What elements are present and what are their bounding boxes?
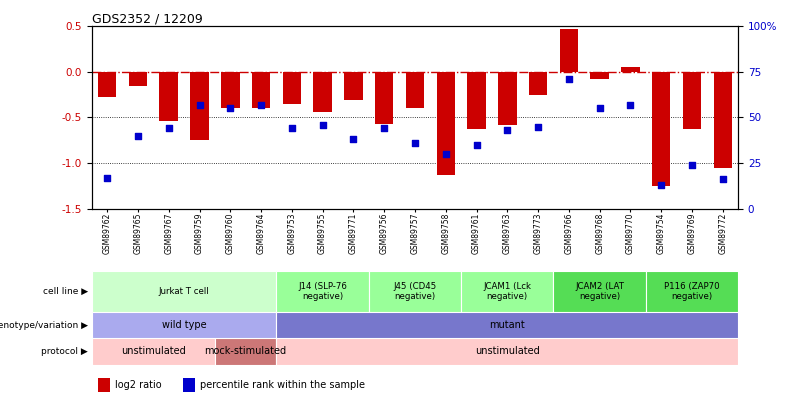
Bar	[276, 312, 738, 338]
Point	[470, 142, 483, 148]
Text: log2 ratio: log2 ratio	[115, 380, 162, 390]
Point	[162, 125, 175, 132]
Point	[563, 76, 575, 83]
Bar	[405, 72, 425, 108]
Bar	[461, 271, 554, 312]
Text: JCAM2 (LAT
negative): JCAM2 (LAT negative)	[575, 282, 624, 301]
Point	[193, 101, 206, 108]
Point	[624, 101, 637, 108]
Bar	[683, 72, 701, 129]
Bar	[554, 271, 646, 312]
Point	[717, 176, 729, 183]
Text: Jurkat T cell: Jurkat T cell	[159, 287, 209, 296]
Text: J14 (SLP-76
negative): J14 (SLP-76 negative)	[298, 282, 347, 301]
Bar	[652, 72, 670, 186]
Bar	[559, 29, 578, 72]
Point	[685, 162, 698, 168]
Bar	[369, 271, 461, 312]
Text: unstimulated: unstimulated	[121, 346, 186, 356]
Text: P116 (ZAP70
negative): P116 (ZAP70 negative)	[664, 282, 720, 301]
Bar	[92, 271, 276, 312]
Point	[655, 181, 668, 188]
Bar	[375, 72, 393, 124]
Bar	[498, 72, 516, 125]
Text: mock-stimulated: mock-stimulated	[204, 346, 286, 356]
Text: wild type: wild type	[162, 320, 207, 330]
Point	[255, 101, 267, 108]
Bar	[276, 338, 738, 365]
Text: cell line ▶: cell line ▶	[42, 287, 88, 296]
Bar	[98, 72, 117, 97]
Point	[593, 105, 606, 111]
Text: mutant: mutant	[489, 320, 525, 330]
Text: genotype/variation ▶: genotype/variation ▶	[0, 320, 88, 330]
Bar	[160, 72, 178, 121]
Point	[101, 174, 113, 181]
Bar	[529, 72, 547, 95]
Text: unstimulated: unstimulated	[475, 346, 539, 356]
Bar	[646, 271, 738, 312]
Point	[316, 122, 329, 128]
Bar	[314, 72, 332, 112]
Bar	[215, 338, 276, 365]
Text: J45 (CD45
negative): J45 (CD45 negative)	[393, 282, 437, 301]
Bar	[621, 67, 640, 72]
Point	[347, 136, 360, 143]
Point	[440, 151, 452, 157]
Bar	[276, 271, 369, 312]
Bar	[98, 378, 110, 392]
Bar	[591, 72, 609, 79]
Bar	[221, 72, 239, 108]
Point	[377, 125, 390, 132]
Bar	[468, 72, 486, 129]
Point	[224, 105, 237, 111]
Bar	[190, 72, 209, 140]
Point	[531, 123, 544, 130]
Bar	[92, 312, 276, 338]
Point	[501, 127, 514, 134]
Bar	[344, 72, 362, 100]
Bar	[252, 72, 271, 108]
Bar	[437, 72, 455, 175]
Bar	[128, 72, 147, 86]
Bar	[183, 378, 195, 392]
Bar	[713, 72, 732, 168]
Text: protocol ▶: protocol ▶	[41, 347, 88, 356]
Point	[409, 140, 421, 146]
Text: JCAM1 (Lck
negative): JCAM1 (Lck negative)	[484, 282, 531, 301]
Text: percentile rank within the sample: percentile rank within the sample	[200, 380, 365, 390]
Bar	[282, 72, 301, 104]
Point	[286, 125, 298, 132]
Bar	[92, 338, 215, 365]
Text: GDS2352 / 12209: GDS2352 / 12209	[92, 12, 203, 25]
Point	[132, 132, 144, 139]
